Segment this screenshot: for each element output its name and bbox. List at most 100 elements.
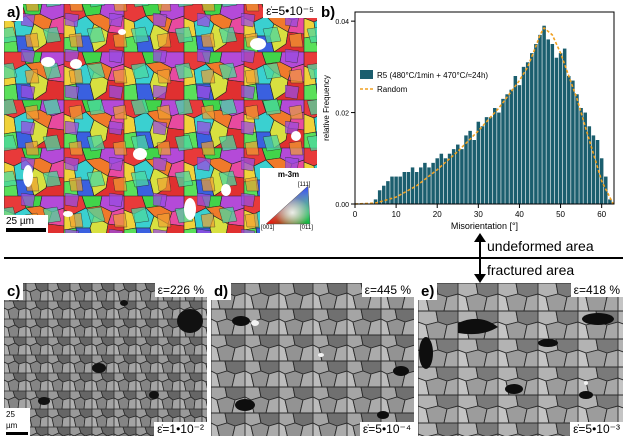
histogram-bar: [542, 25, 546, 205]
histogram-bar: [468, 130, 472, 204]
histogram-bar: [550, 44, 555, 204]
histogram-bar: [567, 76, 571, 204]
histogram-bar: [488, 117, 493, 204]
panel-c-strain: ε=226 %: [154, 283, 207, 297]
x-tick-label: 20: [433, 210, 442, 219]
panel-c-label: c): [4, 283, 24, 300]
histogram-bar: [501, 98, 505, 204]
y-tick-label: 0.04: [335, 19, 349, 26]
histogram-bar: [398, 176, 402, 204]
histogram-bar: [534, 44, 538, 204]
plot-frame: [354, 11, 615, 205]
histogram-bar: [427, 167, 431, 204]
histogram-bar: [402, 172, 407, 204]
histogram-bar: [562, 48, 567, 205]
histogram-bar: [443, 158, 448, 204]
histogram-bar: [587, 126, 592, 204]
histogram-bar: [509, 89, 513, 204]
panel-e-strain-rate: ε̇=5•10⁻³: [570, 422, 623, 436]
histogram-bar: [394, 176, 398, 204]
histogram-bar: [406, 172, 411, 204]
histogram-bar: [472, 140, 476, 204]
histogram-bar: [608, 199, 612, 204]
histogram-bar: [431, 162, 435, 204]
panel-d-strain-rate: ε̇=5•10⁻⁴: [359, 422, 414, 436]
ebsd-map-image: [4, 4, 317, 233]
x-tick-label: 60: [597, 210, 606, 219]
undeformed-area-label: undeformed area: [487, 238, 594, 254]
fractured-area-label: fractured area: [487, 262, 575, 278]
histogram-bar: [414, 172, 419, 204]
misorientation-chart: 0 10 20 30 40 50 60 0.00 0.02 0.04 Misorientation …: [322, 11, 615, 231]
sem-panel-c: c) ε=226 % ε̇=1•10⁻² 25 µm: [4, 283, 207, 436]
panel-a-label: a): [4, 4, 24, 21]
histogram-bar: [476, 121, 481, 204]
y-tick-label: 0.00: [335, 202, 349, 209]
histogram-bar: [558, 53, 563, 205]
histogram-bar: [451, 149, 456, 204]
y-tick-label: 0.02: [335, 111, 349, 118]
histogram-bar: [464, 135, 468, 204]
histogram-bar: [579, 108, 583, 204]
histogram-bar: [447, 153, 452, 204]
histogram-bar: [493, 108, 497, 204]
panel-a-scalebar-line: [6, 228, 46, 232]
ebsd-map-panel: a) ε̇=5•10⁻⁵ 25 µm m-3m [111]: [4, 4, 317, 233]
histogram-bar: [480, 126, 485, 204]
panel-d-strain: ε=445 %: [361, 283, 414, 297]
panel-d-label: d): [211, 283, 232, 300]
histogram-bar: [484, 117, 489, 204]
histogram-bar: [530, 53, 534, 205]
y-axis-label: relative Frequency: [322, 75, 331, 141]
sem-panel-e: e) ε=418 % ε̇=5•10⁻³: [418, 283, 623, 436]
sem-panel-d: d) ε=445 % ε̇=5•10⁻⁴: [211, 283, 414, 436]
sem-micrograph-d: [211, 283, 414, 436]
area-divider-line: [4, 257, 623, 259]
ipf-key: m-3m [111] [001] [011]: [260, 168, 317, 233]
histogram-bar: [591, 135, 596, 204]
ipf-color-triangle: [265, 185, 311, 225]
histogram-bar: [419, 167, 423, 204]
random-distribution-line: [354, 26, 614, 205]
x-tick-label: 0: [353, 210, 358, 219]
histogram-bar: [439, 153, 444, 204]
panel-c-scalebar: 25 µm: [4, 408, 30, 436]
histogram-bar: [546, 39, 550, 204]
panel-a-strain-rate: ε̇=5•10⁻⁵: [263, 4, 317, 18]
sem-micrograph-e: [418, 283, 623, 436]
legend-bar-label: R5 (480°C/1min + 470°C/≈24h): [377, 71, 488, 80]
panel-e-label: e): [418, 283, 438, 300]
ipf-key-left-label: [001]: [261, 225, 275, 231]
x-tick-label: 10: [392, 210, 401, 219]
panel-e-strain: ε=418 %: [570, 283, 623, 297]
histogram-bar: [460, 149, 464, 204]
histogram-bar: [575, 94, 579, 204]
histogram-bar: [410, 167, 415, 204]
misorientation-chart-panel: b) 0 10 20 30 40 50 60 0.00 0.02 0.04 Misorientati…: [318, 4, 626, 233]
histogram-bar: [497, 112, 501, 204]
histogram-bar: [382, 185, 386, 204]
histogram-bar: [373, 199, 378, 204]
histogram-bar: [423, 162, 427, 204]
panel-c-strain-rate: ε̇=1•10⁻²: [154, 422, 207, 436]
histogram-bar: [505, 94, 509, 204]
panel-c-scalebar-text: 25 µm: [6, 410, 18, 430]
legend-random-label: Random: [377, 85, 408, 94]
panel-a-scalebar: 25 µm: [4, 215, 48, 233]
histogram-bar: [595, 140, 600, 204]
x-tick-label: 50: [556, 210, 565, 219]
ipf-key-title: m-3m: [277, 170, 300, 179]
histogram-bar: [538, 34, 542, 204]
histogram-bar: [390, 176, 394, 204]
histogram-bar: [377, 190, 382, 204]
histogram-bar: [386, 181, 390, 204]
histogram-bar: [521, 66, 526, 204]
legend-bar-swatch: [360, 70, 373, 79]
ipf-key-right-label: [011]: [300, 225, 313, 231]
histogram-bar: [517, 85, 522, 204]
panel-c-scalebar-line: [6, 432, 28, 435]
sem-micrograph-c: [4, 283, 207, 436]
histogram-bar: [554, 57, 559, 204]
x-tick-label: 40: [515, 210, 524, 219]
x-axis-label: Misorientation [°]: [451, 221, 518, 231]
